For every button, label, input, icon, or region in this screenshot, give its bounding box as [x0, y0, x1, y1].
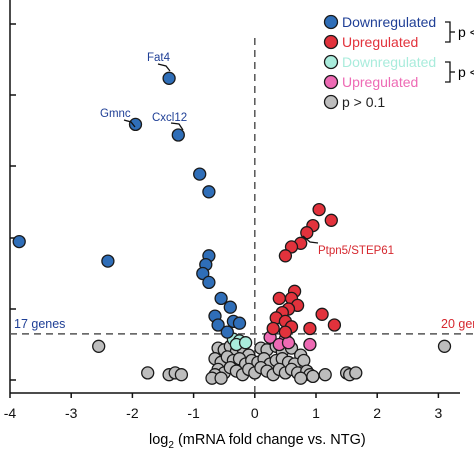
- x-tick-label: 1: [312, 405, 320, 421]
- data-point-ns: [141, 366, 155, 380]
- data-point-up-sig: [266, 321, 280, 336]
- legend: Downregulated Upregulated Downregulated Upr…: [323, 14, 436, 110]
- x-tick-label: 2: [373, 405, 381, 421]
- data-point-down-sig: [128, 117, 143, 132]
- data-point-down-sig: [211, 318, 225, 332]
- data-point-ns: [437, 339, 452, 353]
- x-tick-label: -2: [126, 405, 139, 421]
- data-point-down-sig: [101, 254, 115, 268]
- data-point-ns: [174, 368, 189, 382]
- data-point-up-sig: [278, 325, 293, 339]
- x-tick-label: 0: [251, 405, 259, 421]
- legend-label: Upregulated: [342, 74, 418, 90]
- data-point-down-sig: [223, 300, 237, 314]
- data-point-down-sig: [202, 275, 216, 290]
- data-point-up-sig: [278, 249, 293, 263]
- legend-marker: [323, 94, 339, 110]
- data-point-up-sig: [327, 318, 342, 332]
- data-point-down-sig: [171, 128, 185, 142]
- data-point-down-sig: [232, 316, 247, 330]
- x-tick-label: -4: [4, 405, 17, 421]
- data-point-down-sig: [162, 71, 176, 85]
- legend-marker: [323, 14, 339, 30]
- bracket-label-significant: p <: [458, 24, 474, 40]
- legend-marker: [323, 54, 339, 70]
- data-point-down-trend: [238, 336, 253, 350]
- data-points: [12, 71, 452, 385]
- legend-label: Upregulated: [342, 34, 418, 50]
- gene-label-leaders: [123, 63, 319, 244]
- legend-marker: [323, 74, 339, 90]
- data-point-down-sig: [196, 266, 210, 281]
- y-axis-ticks: [10, 23, 16, 381]
- gene-label-gmnc: Gmnc: [100, 108, 131, 120]
- legend-label: Downregulated: [342, 54, 436, 70]
- x-tick-label: 3: [435, 405, 443, 421]
- data-point-up-sig: [300, 226, 314, 240]
- gene-label-fat4: Fat4: [147, 52, 171, 64]
- x-tick-label: -1: [187, 405, 200, 421]
- legend-marker: [323, 34, 339, 50]
- data-point-down-sig: [202, 185, 216, 199]
- x-axis-ticks: -4 -3 -2 -1 0 1 2 3: [4, 393, 443, 421]
- data-point-ns: [306, 369, 320, 384]
- data-point-up-sig: [272, 291, 286, 306]
- gene-label-cxcl12: Cxcl12: [152, 112, 187, 124]
- data-point-up-trend: [303, 337, 317, 352]
- bracket-label-trend: p <: [458, 64, 474, 80]
- data-point-up-sig: [312, 202, 326, 217]
- data-point-up-sig: [303, 321, 317, 336]
- data-point-ns: [92, 339, 106, 353]
- gene-label-ptpn5: Ptpn5/STEP61: [318, 245, 394, 257]
- data-point-down-sig: [220, 325, 234, 339]
- legend-label: p > 0.1: [342, 94, 385, 110]
- count-label-left: 17 genes: [14, 317, 65, 331]
- data-point-ns: [349, 366, 363, 380]
- legend-label: Downregulated: [342, 14, 436, 30]
- legend-brackets: [445, 21, 455, 83]
- data-point-up-sig: [315, 307, 329, 321]
- data-point-up-sig: [324, 213, 338, 227]
- count-label-right: 20 genes: [441, 317, 474, 331]
- data-point-down-sig: [214, 291, 228, 306]
- x-axis-label: log2 (mRNA fold change vs. NTG): [149, 432, 366, 451]
- data-point-down-sig: [193, 167, 207, 181]
- data-point-ns: [318, 368, 332, 382]
- data-point-up-sig: [284, 240, 299, 254]
- data-point-ns: [214, 371, 228, 385]
- data-point-down-sig: [12, 234, 26, 249]
- x-tick-label: -3: [65, 405, 78, 421]
- data-point-ns: [294, 371, 308, 385]
